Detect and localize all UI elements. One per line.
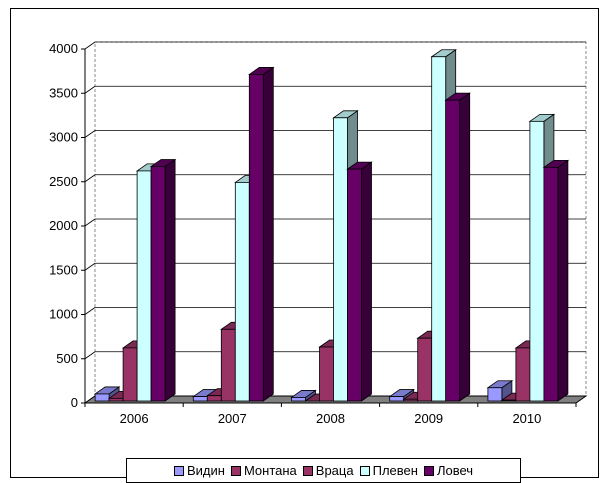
- bar: [403, 398, 419, 402]
- legend-item: Плевен: [359, 463, 418, 478]
- bar: [291, 397, 306, 402]
- bar: [319, 346, 334, 402]
- bar-side: [361, 161, 372, 402]
- bar: [431, 56, 447, 402]
- bar: [487, 387, 503, 402]
- bar: [389, 396, 405, 402]
- bar-side: [557, 159, 569, 402]
- legend-item: Ловеч: [423, 463, 474, 478]
- x-tick-label: 2006: [120, 411, 149, 426]
- bar: [108, 397, 124, 402]
- x-tick-label: 2009: [414, 411, 443, 426]
- y-tick-label: 4000: [49, 41, 78, 56]
- bar: [192, 396, 208, 402]
- x-tick-label: 2007: [218, 411, 247, 426]
- bar: [206, 395, 222, 402]
- gridline-side: [84, 218, 96, 227]
- y-tick-label: 2000: [49, 218, 78, 233]
- gridline-side: [84, 41, 96, 50]
- bar: [515, 347, 531, 402]
- y-tick-label: 1500: [49, 262, 78, 277]
- bar-side: [459, 92, 471, 402]
- legend-swatch: [423, 465, 434, 476]
- bar: [543, 166, 559, 402]
- x-tick-label: 2008: [316, 411, 345, 426]
- y-tick-label: 3000: [49, 130, 78, 145]
- gridline-side: [84, 174, 96, 183]
- chart-legend: Видин Монтана Враца Плевен Ловеч: [126, 458, 521, 483]
- legend-swatch: [359, 465, 370, 476]
- gridline-side: [84, 130, 96, 138]
- y-tick-label: 2500: [49, 174, 78, 189]
- x-tick-label: 2010: [512, 411, 541, 426]
- y-tick-label: 1000: [49, 307, 78, 322]
- bar: [347, 168, 362, 402]
- bar: [122, 347, 138, 402]
- gridline-side: [84, 307, 96, 315]
- legend-label: Ловеч: [436, 463, 474, 478]
- legend-item: Враца: [302, 463, 354, 478]
- legend-item: Монтана: [230, 463, 297, 478]
- legend-item: Видин: [173, 463, 225, 478]
- legend-label: Плевен: [372, 463, 418, 478]
- bar-side: [164, 158, 176, 402]
- chart-frame: 0 500 1000 1500 2000 2500 3000 3500 4000 2006 2007…: [10, 8, 599, 483]
- bar: [136, 170, 152, 402]
- y-tick-label: 3500: [49, 85, 78, 100]
- bar: [445, 99, 461, 402]
- bar: [150, 166, 166, 402]
- legend-label: Видин: [186, 463, 225, 478]
- legend-swatch: [230, 465, 241, 476]
- gridline-side: [84, 85, 96, 94]
- bar: [94, 393, 110, 402]
- bar: [417, 337, 433, 402]
- bar: [248, 74, 264, 402]
- legend-label: Враца: [315, 463, 354, 478]
- bar-chart: 0 500 1000 1500 2000 2500 3000 3500 4000 2006 2007…: [49, 41, 588, 426]
- gridline-side: [84, 351, 96, 360]
- bar: [234, 182, 250, 402]
- legend-swatch: [302, 465, 313, 476]
- legend-swatch: [173, 465, 184, 476]
- bar-side: [262, 66, 274, 402]
- bar: [529, 120, 545, 402]
- legend-label: Монтана: [243, 463, 297, 478]
- bar: [333, 117, 348, 402]
- gridline-side: [84, 262, 96, 271]
- y-tick-label: 0: [71, 395, 78, 410]
- bar: [220, 328, 236, 402]
- y-tick-label: 500: [56, 351, 78, 366]
- bar: [501, 399, 517, 402]
